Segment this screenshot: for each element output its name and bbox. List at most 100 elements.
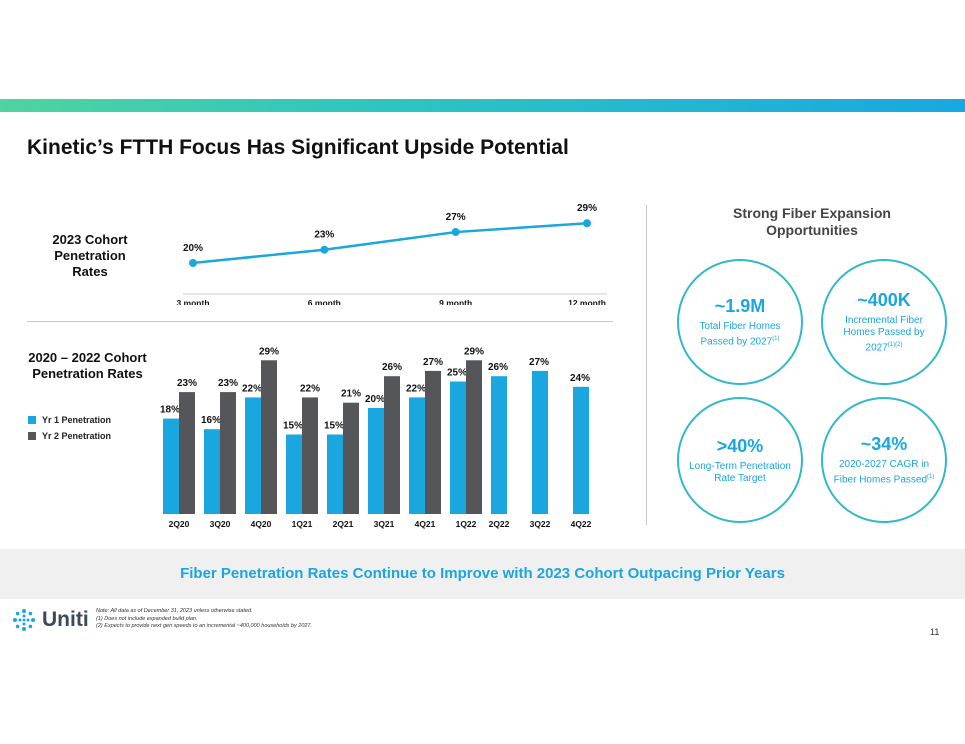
top-gradient-bar [0,99,965,112]
uniti-logo: Uniti [12,608,89,632]
bar-data-label: 16% [201,415,221,426]
legend-yr1: Yr 1 Penetration [28,415,111,425]
legend-yr2-label: Yr 2 Penetration [42,431,112,441]
bar-data-label: 18% [160,405,180,416]
line-point [583,219,591,228]
bar-x-tick-label: 1Q21 [292,519,313,529]
bar-yr2 [384,376,400,514]
bar-yr1 [409,397,425,514]
footnote: (2) Expects to provide next gen speeds t… [96,623,313,629]
stat-circle-incremental: ~400K Incremental Fiber Homes Passed by … [821,259,947,385]
bar-data-label: 22% [406,383,426,394]
bar-yr2 [343,402,359,514]
bar-x-tick-label: 2Q21 [333,519,354,529]
bar-yr1 [450,381,466,514]
stat-value: ~34% [860,433,908,454]
line-data-label: 20% [183,243,203,254]
vertical-divider [646,205,647,525]
bar-data-label: 29% [464,346,484,357]
legend-yr1-swatch [28,416,36,424]
stat-circle-penetration-target: >40% Long-Term Penetration Rate Target [677,397,803,523]
stat-value: >40% [716,435,764,456]
stat-circle-homes-passed: ~1.9M Total Fiber Homes Passed by 2027(1… [677,259,803,385]
line-point [451,228,460,237]
bar-yr2 [179,392,195,514]
stat-value: ~400K [857,289,911,310]
line-x-tick-label: 9 month [439,298,472,305]
bar-x-tick-label: 4Q22 [571,519,592,529]
bar-x-tick-label: 2Q20 [169,519,190,529]
legend-yr2: Yr 2 Penetration [28,431,111,441]
uniti-logo-icon [13,609,35,631]
bar-x-tick-label: 2Q22 [489,519,510,529]
footnote: (1) Does not include expanded build plan… [96,615,198,622]
legend-yr1-label: Yr 1 Penetration [42,415,112,425]
bar-data-label: 24% [570,373,590,384]
page-number: 11 [930,627,940,637]
bar-data-label: 25% [447,368,467,379]
line-data-label: 23% [314,230,334,241]
line-data-label: 27% [446,212,466,223]
stat-caption: Total Fiber Homes Passed by 2027(1) [699,320,781,348]
bar-yr1 [573,386,589,514]
line-x-tick-label: 12 month [568,298,606,305]
bar-data-label: 26% [382,362,402,373]
stat-value: ~1.9M [714,295,766,316]
stat-caption: Incremental Fiber Homes Passed by 2027(1… [843,314,925,354]
bar-yr1 [204,429,220,514]
bar-yr2 [302,397,318,514]
bar-yr1 [368,408,384,514]
bar-x-tick-label: 4Q21 [415,519,436,529]
bar-data-label: 26% [488,362,508,373]
page-title: Kinetic’s FTTH Focus Has Significant Ups… [27,136,569,159]
legend-yr2-swatch [28,432,36,440]
bar-yr1 [491,376,507,514]
line-chart-label-text: 2023 Cohort Penetration Rates [52,232,128,279]
stat-caption: Long-Term Penetration Rate Target [689,460,791,484]
uniti-logo-text: Uniti [42,608,89,631]
line-data-label: 29% [577,203,597,214]
line-point [189,258,197,267]
footnotes: Note: All data as of December 31, 2023 u… [96,608,312,631]
bar-chart-label-text: 2020 – 2022 Cohort Penetration Rates [28,350,147,381]
line-series [192,221,588,265]
bar-chart-label: 2020 – 2022 Cohort Penetration Rates [20,350,155,382]
bar-data-label: 22% [242,383,262,394]
summary-banner-text: Fiber Penetration Rates Continue to Impr… [180,565,785,582]
bar-x-tick-label: 3Q22 [530,519,551,529]
bar-x-tick-label: 3Q20 [210,519,231,529]
bar-yr1 [532,370,548,514]
line-x-tick-label: 3 month [176,298,209,305]
bar-data-label: 22% [300,383,320,394]
stat-circle-cagr: ~34% 2020-2027 CAGR in Fiber Homes Passe… [821,397,947,523]
bar-yr1 [327,434,343,514]
bar-data-label: 29% [259,346,279,357]
bar-data-label: 27% [423,357,443,368]
bar-data-label: 15% [324,421,344,432]
bar-data-label: 15% [283,421,303,432]
summary-banner [0,549,965,599]
line-chart-label: 2023 Cohort Penetration Rates [40,232,140,280]
line-x-tick-label: 6 month [308,298,341,305]
bar-yr2 [261,360,277,514]
bar-yr2 [425,370,441,514]
bar-yr2 [466,360,482,514]
footnote: Note: All data as of December 31, 2023 u… [96,608,253,614]
bar-yr1 [245,397,261,514]
bar-x-tick-label: 3Q21 [374,519,395,529]
bar-data-label: 23% [218,378,238,389]
bar-yr2 [220,392,236,514]
bar-data-label: 20% [365,394,385,405]
line-chart: 20% 3 month 23% 6 month 27% 9 month 29% 12 mont… [176,203,607,305]
bar-chart: 18% 23% 2Q20 16% 23% 3Q20 22% 29% 4Q20 15% 22% 1Q21… [160,346,592,529]
bar-yr1 [163,418,179,514]
line-point [320,245,329,254]
bar-x-tick-label: 4Q20 [251,519,272,529]
bar-data-label: 21% [341,389,361,400]
bar-data-label: 23% [177,378,197,389]
right-panel-heading: Strong Fiber Expansion Opportunities [733,205,891,238]
bar-x-tick-label: 1Q22 [456,519,477,529]
stat-caption: 2020-2027 CAGR in Fiber Homes Passed(1) [833,458,935,486]
horizontal-divider [27,321,613,322]
bar-yr1 [286,434,302,514]
